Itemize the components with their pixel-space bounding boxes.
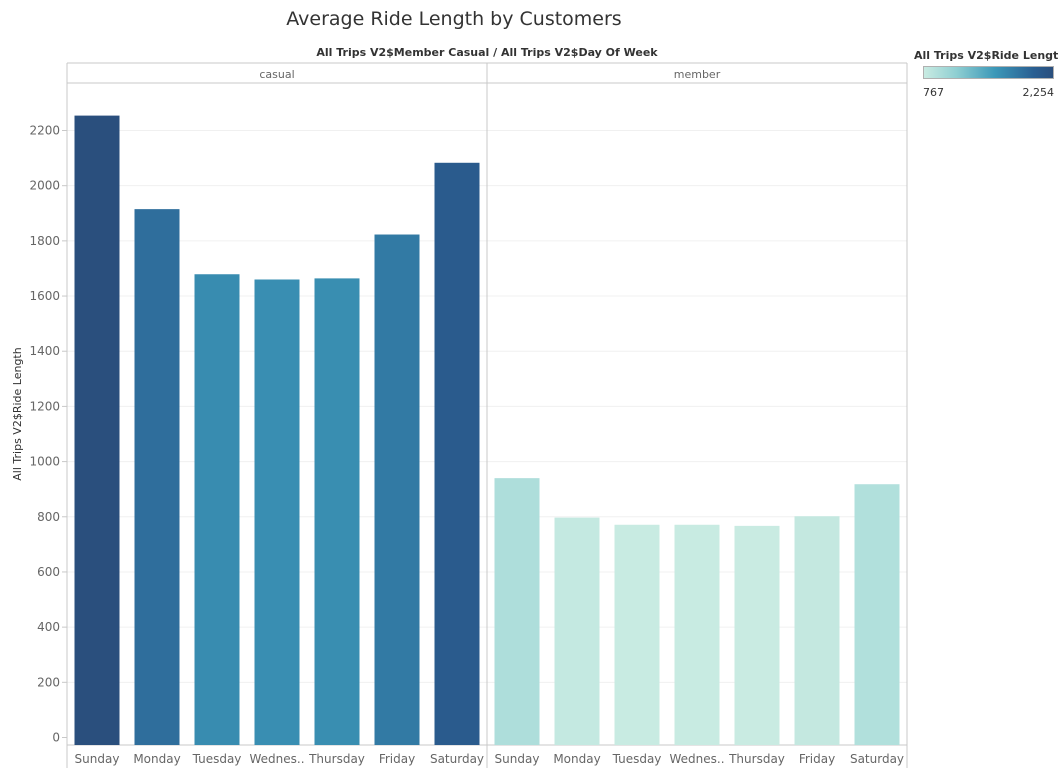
y-tick-label: 600 (37, 565, 60, 579)
bar-casual-saturday (434, 162, 480, 745)
panel-header-member: member (674, 68, 721, 81)
bar-member-friday (794, 516, 840, 745)
y-tick-label: 1800 (29, 234, 60, 248)
bar-casual-wednes (254, 279, 300, 745)
y-tick-label: 1400 (29, 344, 60, 358)
legend-title: All Trips V2$Ride Length (914, 49, 1059, 62)
x-tick-label: Saturday (430, 752, 484, 766)
y-tick-label: 2200 (29, 124, 60, 138)
y-tick-label: 0 (52, 731, 60, 745)
x-tick-label: Friday (799, 752, 835, 766)
x-tick-label: Monday (133, 752, 180, 766)
x-tick-label: Wednes.. (249, 752, 304, 766)
color-legend: All Trips V2$Ride Length 767 2,254 (914, 49, 1059, 99)
x-tick-label: Friday (379, 752, 415, 766)
panel-header-casual: casual (259, 68, 294, 81)
y-axis-label: All Trips V2$Ride Length (11, 347, 24, 480)
bar-casual-thursday (314, 278, 360, 745)
x-tick-label: Sunday (495, 752, 540, 766)
column-header-caption: All Trips V2$Member Casual / All Trips V… (316, 46, 658, 59)
legend-max-label: 2,254 (1022, 86, 1055, 99)
x-tick-label: Sunday (75, 752, 120, 766)
bar-member-wednes (674, 524, 720, 745)
bar-member-sunday (494, 478, 540, 745)
y-tick-label: 1600 (29, 289, 60, 303)
y-tick-label: 200 (37, 675, 60, 689)
y-tick-label: 1200 (29, 399, 60, 413)
bar-member-saturday (854, 484, 900, 745)
bar-member-thursday (734, 525, 780, 745)
bar-casual-monday (134, 209, 180, 745)
legend-color-ramp (923, 66, 1054, 79)
bar-member-tuesday (614, 524, 660, 745)
x-tick-label: Tuesday (612, 752, 662, 766)
x-tick-label: Saturday (850, 752, 904, 766)
y-tick-label: 800 (37, 510, 60, 524)
y-tick-label: 1000 (29, 455, 60, 469)
x-tick-label: Thursday (728, 752, 785, 766)
y-tick-label: 2000 (29, 179, 60, 193)
y-tick-label: 400 (37, 620, 60, 634)
bar-casual-sunday (74, 115, 120, 746)
bar-casual-friday (374, 234, 420, 745)
x-tick-label: Monday (553, 752, 600, 766)
x-tick-label: Thursday (308, 752, 365, 766)
chart-title: Average Ride Length by Customers (286, 8, 622, 30)
x-tick-label: Wednes.. (669, 752, 724, 766)
bar-member-monday (554, 517, 600, 745)
bar-casual-tuesday (194, 274, 240, 745)
legend-min-label: 767 (923, 86, 944, 99)
x-tick-label: Tuesday (192, 752, 242, 766)
